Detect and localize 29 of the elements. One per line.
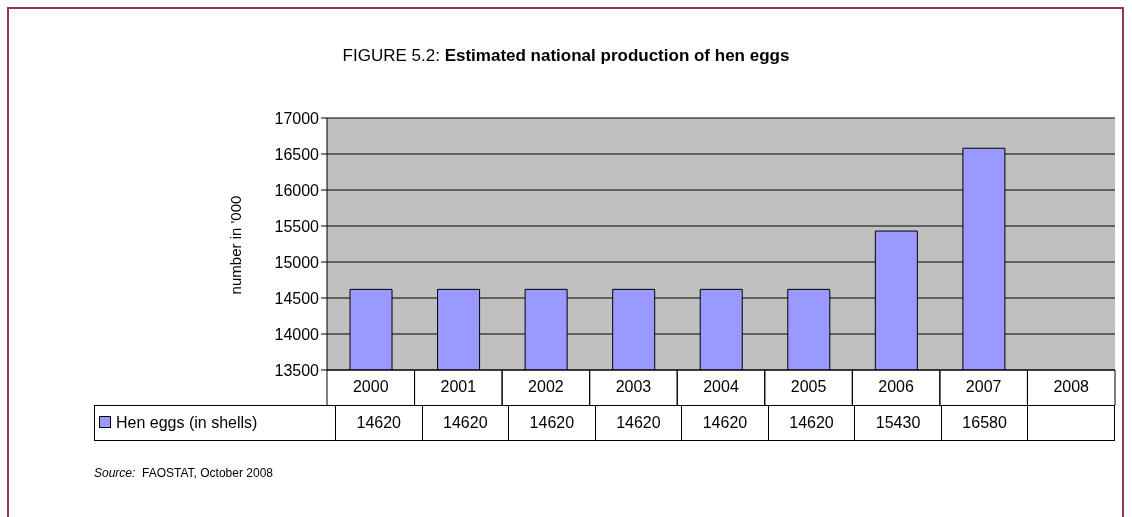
y-tick-label: 16000: [274, 181, 320, 199]
legend-label: Hen eggs (in shells): [94, 405, 336, 441]
y-tick-label: 17000: [274, 109, 320, 127]
data-label: 16580: [941, 405, 1028, 441]
data-label: 15430: [854, 405, 942, 441]
data-label: 14620: [508, 405, 596, 441]
y-tick-label: 15500: [274, 217, 320, 235]
y-tick-label: 14000: [274, 325, 320, 343]
x-tick-label: 2007: [965, 378, 1002, 395]
x-tick-label: 2008: [1053, 378, 1090, 395]
x-tick-label: 2001: [440, 378, 477, 395]
y-tick-label: 14500: [274, 289, 320, 307]
chart-title: FIGURE 5.2: Estimated national production of hen eggs: [342, 46, 790, 65]
y-tick-label: 16500: [274, 145, 320, 163]
x-tick-label: 2000: [352, 378, 389, 395]
x-tick-label: 2003: [615, 378, 652, 395]
y-tick-label: 15000: [274, 253, 320, 271]
x-tick-label: 2006: [878, 378, 915, 395]
x-tick-label: 2002: [528, 378, 564, 395]
data-label: 14620: [335, 405, 423, 441]
x-tick-label: 2005: [790, 378, 827, 395]
data-label: 14620: [768, 405, 855, 441]
x-tick-label: 2004: [703, 378, 739, 395]
y-axis-title: number in '000: [226, 195, 244, 295]
y-tick-label: 13500: [274, 361, 320, 379]
data-label: 14620: [595, 405, 682, 441]
data-label: 14620: [422, 405, 509, 441]
source-note: Source: FAOSTAT, October 2008: [94, 466, 273, 480]
data-label: 14620: [681, 405, 769, 441]
